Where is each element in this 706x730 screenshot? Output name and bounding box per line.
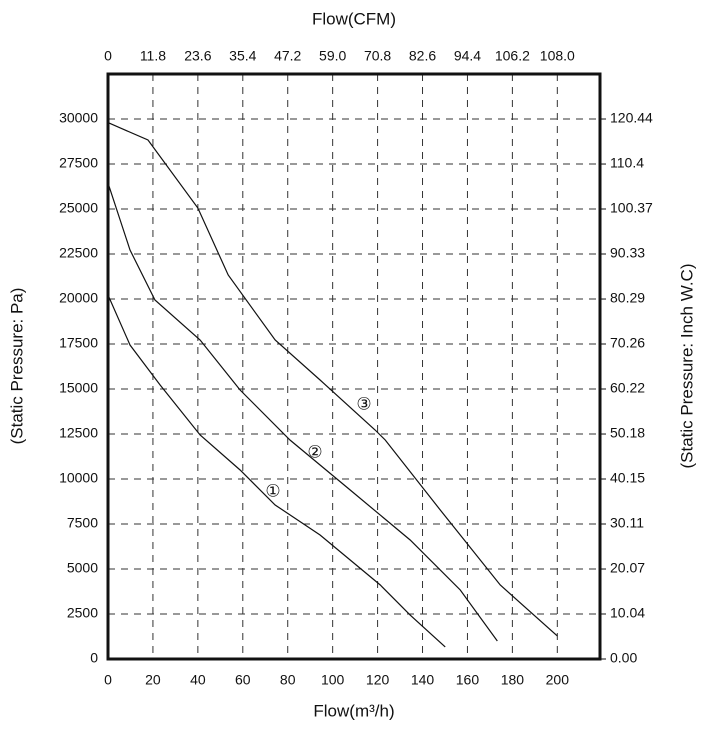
- y-tick-label: 20000: [59, 290, 98, 306]
- x-tick-label: 160: [456, 672, 480, 688]
- x-tick-label: 80: [280, 672, 296, 688]
- y2-tick-label: 100.37: [610, 200, 653, 216]
- y2-tick-label: 10.04: [610, 605, 645, 621]
- y2-axis-title: (Static Pressure: Inch W.C): [677, 264, 696, 469]
- y-tick-label: 12500: [59, 425, 98, 441]
- y2-tick-label: 120.44: [610, 110, 653, 126]
- y2-tick-label: 110.4: [610, 155, 644, 171]
- y-tick-label: 30000: [59, 110, 98, 126]
- y2-tick-label: 0.00: [610, 650, 637, 666]
- y2-tick-label: 90.33: [610, 245, 645, 261]
- y-tick-label: 2500: [67, 605, 98, 621]
- curve: [107, 122, 558, 637]
- x2-tick-label: 70.8: [364, 48, 391, 64]
- y2-tick-label: 30.11: [610, 515, 644, 531]
- curve: [107, 294, 446, 648]
- x2-tick-label: 106.2: [495, 48, 530, 64]
- x-tick-label: 20: [145, 672, 161, 688]
- y-tick-label: 15000: [59, 380, 98, 396]
- y-tick-label: 27500: [59, 155, 98, 171]
- x2-tick-label: 47.2: [274, 48, 301, 64]
- x-tick-label: 200: [546, 672, 570, 688]
- curve: [107, 182, 498, 642]
- y2-tick-label: 50.18: [610, 425, 645, 441]
- y-tick-label: 22500: [59, 245, 98, 261]
- x-tick-label: 140: [411, 672, 435, 688]
- x-tick-label: 40: [190, 672, 206, 688]
- curve-label: ③: [356, 394, 371, 413]
- x2-tick-label: 94.4: [454, 48, 481, 64]
- x2-tick-label: 59.0: [319, 48, 346, 64]
- curve-label: ①: [265, 481, 280, 500]
- curve-label: ②: [307, 442, 322, 461]
- x2-tick-label: 23.6: [184, 48, 211, 64]
- y-tick-label: 25000: [59, 200, 98, 216]
- y-tick-label: 7500: [67, 515, 98, 531]
- y2-tick-label: 80.29: [610, 290, 645, 306]
- x-axis-title: Flow(m³/h): [313, 701, 394, 720]
- x2-tick-label: 11.8: [140, 48, 166, 64]
- x-tick-label: 100: [321, 672, 345, 688]
- y-tick-label: 17500: [59, 335, 98, 351]
- x-tick-label: 0: [104, 672, 112, 688]
- y2-tick-label: 70.26: [610, 335, 645, 351]
- y-axis-title: (Static Pressure: Pa): [7, 288, 26, 445]
- y2-tick-label: 40.15: [610, 470, 645, 486]
- plot-frame: [106, 72, 602, 661]
- x2-axis-title: Flow(CFM): [312, 9, 396, 28]
- x2-tick-label: 35.4: [229, 48, 256, 64]
- y2-tick-label: 60.22: [610, 380, 645, 396]
- x2-tick-label: 108.0: [540, 48, 575, 64]
- y-tick-label: 10000: [59, 470, 98, 486]
- x-tick-label: 180: [501, 672, 525, 688]
- x-tick-label: 60: [235, 672, 251, 688]
- y-tick-label: 5000: [67, 560, 98, 576]
- y2-tick-label: 20.07: [610, 560, 645, 576]
- x-tick-label: 120: [366, 672, 390, 688]
- x2-tick-label: 0: [104, 48, 112, 64]
- x2-tick-label: 82.6: [409, 48, 436, 64]
- y-tick-label: 0: [90, 650, 98, 666]
